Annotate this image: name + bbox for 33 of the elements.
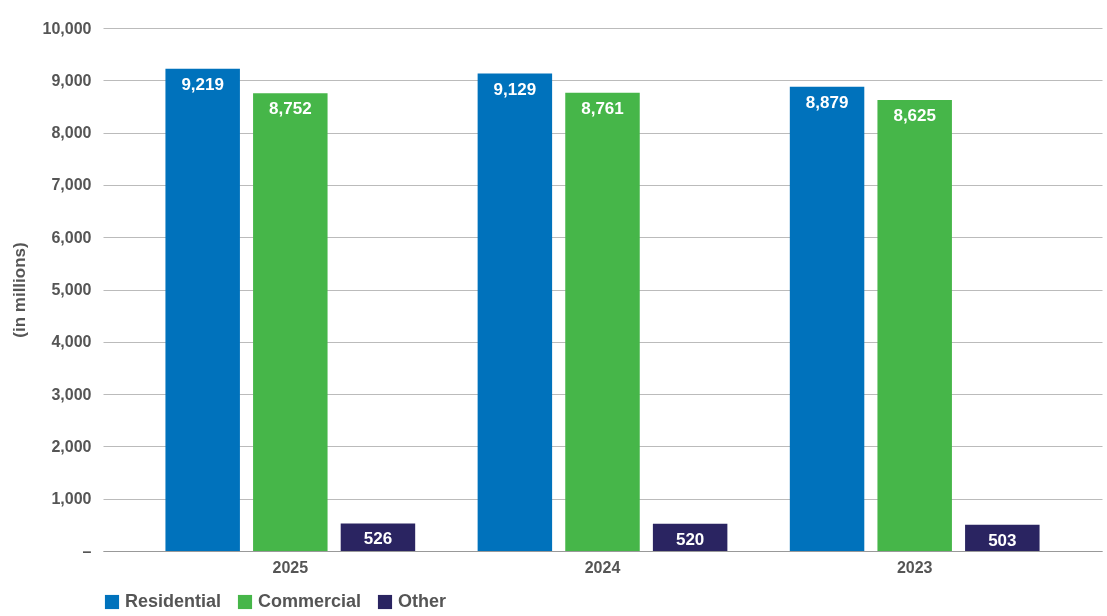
data-label: 9,129 bbox=[493, 79, 537, 99]
data-label: 8,752 bbox=[269, 99, 312, 119]
data-label: 8,625 bbox=[893, 105, 936, 125]
data-label: 503 bbox=[988, 530, 1017, 550]
y-tick-label: 8,000 bbox=[51, 124, 92, 142]
y-tick-label: 3,000 bbox=[51, 385, 92, 403]
legend-label: Commercial bbox=[258, 591, 362, 611]
bar bbox=[165, 68, 240, 551]
x-tick-label: 2024 bbox=[584, 558, 621, 576]
y-tick-label: – bbox=[82, 542, 92, 560]
legend-label: Other bbox=[398, 591, 447, 611]
bar bbox=[477, 73, 553, 551]
y-tick-label: 7,000 bbox=[51, 176, 92, 194]
bar bbox=[253, 93, 328, 551]
y-tick-label: 10,000 bbox=[42, 19, 92, 37]
bar bbox=[565, 92, 640, 551]
bar bbox=[877, 99, 952, 551]
x-tick-label: 2025 bbox=[272, 558, 309, 576]
x-tick-label: 2023 bbox=[896, 558, 933, 576]
y-tick-label: 9,000 bbox=[51, 71, 92, 89]
y-tick-label: 2,000 bbox=[51, 437, 92, 455]
data-label: 9,219 bbox=[181, 74, 224, 94]
y-axis-title: (in millions) bbox=[9, 242, 29, 338]
y-tick-label: 1,000 bbox=[51, 490, 92, 508]
data-label: 8,761 bbox=[581, 98, 624, 118]
data-label: 8,879 bbox=[805, 92, 849, 112]
y-tick-label: 6,000 bbox=[51, 228, 92, 246]
y-tick-label: 5,000 bbox=[51, 281, 92, 298]
legend-label: Residential bbox=[125, 591, 222, 611]
bar bbox=[789, 86, 865, 551]
data-label: 520 bbox=[675, 529, 705, 549]
y-tick-label: 4,000 bbox=[51, 333, 92, 351]
data-label: 526 bbox=[363, 529, 393, 549]
